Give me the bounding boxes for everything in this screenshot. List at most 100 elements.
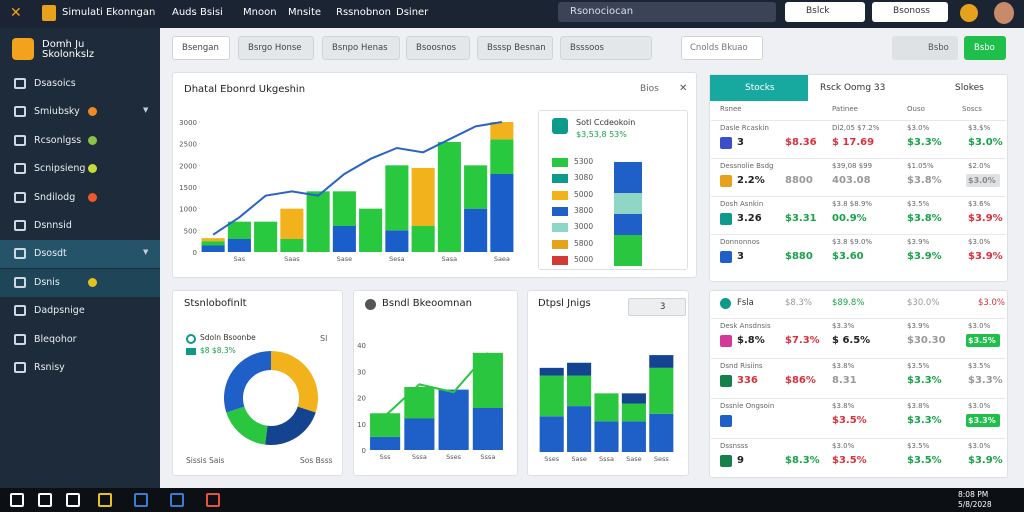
menu-item[interactable]: Auds [172, 7, 197, 18]
cell-caption: $3.$% [968, 124, 991, 132]
tab-label: Bsoosnos [416, 43, 457, 53]
tab[interactable] [172, 36, 230, 60]
sidebar-item[interactable]: Bleqohor [34, 333, 77, 345]
tab[interactable] [322, 36, 400, 60]
cell-caption: Dosh Asnkin [720, 200, 764, 208]
sidebar-item[interactable]: Dsnis [34, 276, 60, 288]
sidebar-item[interactable]: Dsnnsid [34, 220, 72, 231]
mid-panel [353, 290, 518, 476]
button[interactable] [681, 36, 763, 60]
search-box[interactable] [558, 2, 776, 22]
right-chart-panel [527, 290, 689, 476]
footer-label: Sos Bsss [300, 456, 333, 465]
close-button[interactable]: ✕ [679, 83, 688, 94]
cell-caption: $3.5% [907, 200, 930, 208]
taskbar-icon[interactable] [98, 493, 112, 507]
legend-swatch [552, 239, 568, 249]
panel-title: Dtpsl Jnigs [538, 298, 591, 309]
sidebar-item[interactable]: Dadpsnige [34, 305, 85, 317]
widget-value: $3,53,8 53% [576, 130, 627, 139]
row-divider [711, 398, 1006, 399]
sidebar-item[interactable]: Rcsonlgss [34, 134, 82, 146]
app-icon [42, 5, 56, 21]
cell-caption: $3.9% [907, 238, 930, 246]
cell-value: $7.3% [785, 335, 820, 346]
sidebar-item[interactable]: Dsasoics [34, 78, 76, 89]
cell-caption: $3.0% [832, 442, 855, 450]
taskbar-icon[interactable] [38, 493, 52, 507]
button[interactable] [892, 36, 958, 60]
menu-item[interactable]: Mnoon [243, 7, 277, 18]
panel-icon [365, 299, 376, 310]
table-header: $3.0% [978, 298, 1006, 308]
cell-caption: $3.0% [907, 124, 930, 132]
tab[interactable] [238, 36, 314, 60]
table-tab[interactable]: Slokes [955, 83, 984, 93]
column-header: Patinee [832, 105, 858, 113]
taskbar-icon[interactable] [10, 493, 24, 507]
cell-value: $3.3% [907, 137, 942, 148]
table-tab[interactable]: Rsck Oomg 33 [820, 83, 886, 93]
taskbar-icon[interactable] [170, 493, 184, 507]
menu-item[interactable]: Dsiner [396, 7, 429, 18]
button[interactable] [785, 2, 865, 22]
legend-label: 3080 [574, 173, 594, 183]
cell-caption: Dsnd Risiins [720, 362, 763, 370]
legend-swatch [552, 223, 568, 233]
sidebar-item[interactable]: Scnipsieng [34, 163, 86, 175]
panel-action[interactable]: Bios [640, 84, 659, 94]
menu-item[interactable]: Bsisi [200, 7, 223, 18]
table-header: $8.3% [785, 298, 813, 308]
status-dot [88, 135, 97, 145]
table-tab[interactable]: Stocks [745, 83, 775, 93]
widget-title: Sotl Ccdeokoin [576, 118, 636, 127]
legend-label: $8 $8.3% [200, 346, 236, 355]
dropdown[interactable] [628, 298, 686, 316]
taskbar-icon[interactable] [206, 493, 220, 507]
button[interactable] [872, 2, 948, 22]
tab-label: Bsssoos [570, 43, 604, 53]
taskbar [0, 488, 1024, 512]
legend-label: 3000 [574, 222, 594, 232]
cell-value: $3.9% [968, 213, 1003, 224]
clock: 5/8/2028 [958, 500, 992, 509]
sidebar-item[interactable]: Rsnisy [34, 362, 65, 373]
brand-icon [12, 38, 34, 60]
tab[interactable] [560, 36, 652, 60]
button-text: Bsbo [974, 43, 995, 53]
mini-bar [614, 162, 642, 266]
tab[interactable] [406, 36, 470, 60]
sidebar-item[interactable]: Dsosdt [34, 248, 67, 260]
sidebar-item[interactable]: Smiubsky [34, 106, 80, 118]
menu-item[interactable]: Mnsite [288, 7, 322, 18]
button[interactable] [964, 36, 1006, 60]
cell-caption: $3.9% [907, 322, 930, 330]
active-tab[interactable] [710, 75, 808, 101]
table-panel [709, 74, 1008, 282]
sidebar-item[interactable]: Sndilodg [34, 191, 76, 203]
icon-button[interactable] [960, 4, 978, 22]
footer-label: Sissis Sais [186, 456, 225, 465]
arrow: ▼ [143, 248, 149, 257]
cell-caption: $3.8% [907, 402, 930, 410]
item-icon [14, 248, 26, 260]
cell-caption: $3.8% [832, 362, 855, 370]
legend-swatch [186, 348, 196, 355]
cell-value: $.8% [737, 335, 765, 346]
tab[interactable] [477, 36, 553, 60]
cell-value: $3.3% [907, 375, 942, 386]
menu-item[interactable]: Rssnobnon [336, 7, 391, 18]
tab-label: Bsnpo Henas [332, 43, 388, 53]
taskbar-icon[interactable] [66, 493, 80, 507]
legend-swatch [552, 190, 568, 200]
tab-label: Bsssp Besnan [487, 43, 546, 53]
cell-value: $3.3% [907, 415, 942, 426]
status-dot [88, 164, 97, 174]
cell-value: $3.3% [968, 375, 1003, 386]
legend-swatch [552, 174, 568, 184]
button-text: Bslck [806, 6, 830, 16]
tab-label: Bsrgo Honse [248, 43, 302, 53]
brand-name: Domh Ju Skolonkslz [42, 39, 95, 60]
taskbar-icon[interactable] [134, 493, 148, 507]
clock: 8:08 PM [958, 490, 989, 499]
